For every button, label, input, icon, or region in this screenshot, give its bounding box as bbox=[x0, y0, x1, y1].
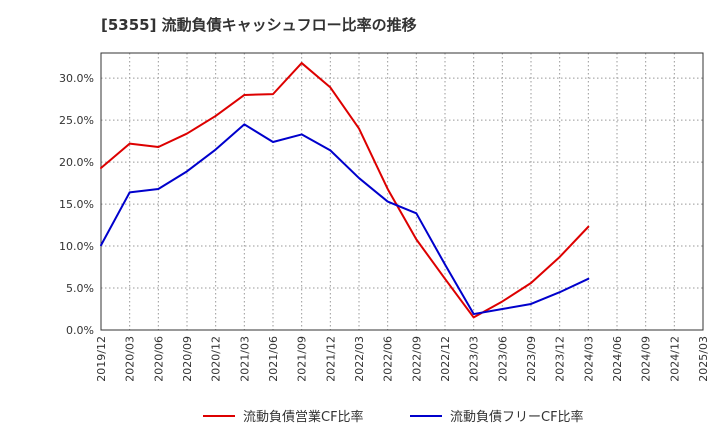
plot-area bbox=[101, 53, 703, 330]
y-tick-label: 25.0% bbox=[59, 114, 94, 127]
x-tick-label: 2019/12 bbox=[95, 336, 108, 382]
chart-title: [5355] 流動負債キャッシュフロー比率の推移 bbox=[101, 16, 417, 34]
x-tick-label: 2020/03 bbox=[124, 336, 137, 382]
x-tick-label: 2024/09 bbox=[640, 336, 653, 382]
x-tick-label: 2025/03 bbox=[697, 336, 710, 382]
y-tick-label: 20.0% bbox=[59, 156, 94, 169]
legend-label-1: 流動負債営業CF比率 bbox=[243, 409, 364, 425]
x-tick-label: 2021/03 bbox=[238, 336, 251, 382]
x-tick-label: 2022/06 bbox=[382, 336, 395, 382]
x-tick-label: 2020/12 bbox=[210, 336, 223, 382]
x-tick-label: 2022/09 bbox=[410, 336, 423, 382]
series-line-2 bbox=[100, 123, 590, 316]
y-tick-label: 5.0% bbox=[66, 282, 94, 295]
x-tick-label: 2021/12 bbox=[324, 336, 337, 382]
x-tick-label: 2022/03 bbox=[353, 336, 366, 382]
x-tick-label: 2023/12 bbox=[554, 336, 567, 382]
x-tick-label: 2023/06 bbox=[496, 336, 509, 382]
x-tick-label: 2020/09 bbox=[181, 336, 194, 382]
x-tick-label: 2020/06 bbox=[152, 336, 165, 382]
x-tick-label: 2024/03 bbox=[582, 336, 595, 382]
x-tick-label: 2023/03 bbox=[468, 336, 481, 382]
x-tick-label: 2024/12 bbox=[668, 336, 681, 382]
legend-label-2: 流動負債フリーCF比率 bbox=[450, 409, 584, 425]
x-tick-label: 2021/09 bbox=[296, 336, 309, 382]
plot-border bbox=[100, 52, 704, 331]
x-tick-label: 2024/06 bbox=[611, 336, 624, 382]
x-tick-label: 2021/06 bbox=[267, 336, 280, 382]
series-line-1 bbox=[100, 62, 590, 319]
x-tick-label: 2022/12 bbox=[439, 336, 452, 382]
x-tick-label: 2023/09 bbox=[525, 336, 538, 382]
y-tick-label: 10.0% bbox=[59, 240, 94, 253]
y-tick-label: 30.0% bbox=[59, 72, 94, 85]
y-tick-label: 15.0% bbox=[59, 198, 94, 211]
y-tick-label: 0.0% bbox=[66, 324, 94, 337]
